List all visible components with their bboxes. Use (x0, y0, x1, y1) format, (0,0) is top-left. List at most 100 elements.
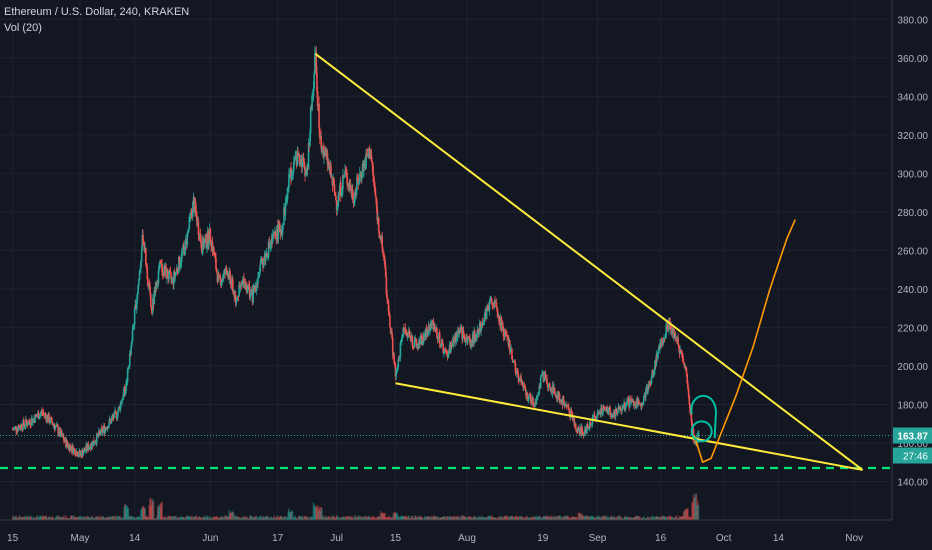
candle-body (200, 241, 203, 249)
volume-bar (652, 517, 655, 520)
volume-bar (535, 515, 538, 520)
volume-bar (633, 516, 635, 520)
volume-bar (584, 517, 586, 520)
volume-bar (170, 516, 172, 520)
volume-bar (103, 518, 106, 520)
candle-body (666, 324, 669, 329)
candle-body (506, 334, 508, 337)
volume-bar (429, 516, 431, 520)
volume-bar (406, 517, 409, 520)
volume-bar (215, 516, 217, 520)
volume-bar (295, 518, 298, 520)
volume-bar (241, 518, 243, 520)
volume-bar (13, 516, 15, 520)
volume-bar (34, 518, 36, 520)
volume-bar (548, 515, 551, 520)
volume-bar (466, 518, 468, 520)
volume-bar (194, 516, 197, 520)
candle-body (543, 374, 545, 382)
volume-bar (167, 516, 170, 520)
volume-bar (531, 517, 534, 520)
candle-body (393, 353, 395, 363)
candle-body (56, 425, 59, 427)
price-axis[interactable]: 140.00160.00180.00200.00220.00240.00260.… (891, 0, 932, 550)
volume-bar (661, 516, 664, 520)
candle-body (570, 410, 573, 415)
candle-body (60, 430, 63, 436)
volume-bar (327, 517, 329, 520)
volume-bar (616, 516, 618, 520)
volume-bar (205, 518, 207, 520)
volume-bar (574, 517, 576, 520)
candle-body (286, 188, 289, 200)
candle-body (51, 417, 53, 423)
volume-bar (228, 510, 231, 520)
volume-bar (651, 515, 653, 520)
volume-bar (382, 512, 385, 520)
volume-bar (661, 515, 663, 520)
volume-bar (565, 517, 567, 520)
candle-body (215, 269, 218, 273)
candle-body (402, 328, 405, 338)
volume-bar (546, 515, 548, 520)
volume-bar (374, 518, 376, 520)
volume-bar (250, 515, 252, 520)
candle-body (548, 383, 551, 388)
candle-body (443, 350, 446, 353)
volume-bar (229, 512, 232, 520)
candle-body (575, 429, 578, 431)
volume-bar (624, 515, 626, 520)
volume-bar (281, 516, 283, 520)
volume-bar (443, 515, 445, 520)
volume-bar (208, 518, 210, 520)
candle-body (375, 195, 377, 199)
volume-bar (487, 516, 489, 520)
volume-bar (55, 516, 57, 520)
volume-bar (422, 518, 425, 520)
candle-body (558, 393, 561, 402)
candle-body (594, 416, 597, 419)
candle-body (335, 200, 338, 210)
candle-body (520, 376, 522, 383)
volume-bar (621, 518, 624, 520)
volume-bar (363, 516, 365, 520)
candle-body (232, 279, 234, 292)
volume-bar (126, 505, 128, 520)
time-axis[interactable]: 15 May 14 Jun 17 Jul 15 Aug 19 Sep 16 Oct 14 Nov (0, 519, 892, 544)
volume-bar (210, 518, 212, 520)
candle-body (284, 202, 287, 215)
volume-bar (602, 516, 605, 520)
candle-body (140, 261, 142, 269)
candle-body (482, 323, 484, 324)
volume-bar (116, 516, 118, 520)
candle-body (682, 355, 684, 362)
volume-indicator-label[interactable]: Vol (20) (4, 22, 42, 34)
volume-bar (595, 516, 597, 520)
volume-bar (348, 516, 351, 520)
candle-body (679, 350, 682, 355)
candle-body (249, 294, 252, 298)
volume-bar (647, 517, 650, 520)
volume-bar (598, 517, 600, 520)
volume-bar (391, 518, 394, 520)
volume-bar (487, 515, 490, 520)
volume-bar (551, 516, 554, 520)
volume-bar (391, 516, 393, 520)
volume-bar (394, 513, 397, 520)
volume-bar (438, 517, 441, 520)
volume-bar (180, 516, 182, 520)
candle-body (352, 199, 355, 204)
volume-bar (586, 516, 589, 520)
volume-bar (573, 516, 576, 520)
volume-bar (91, 518, 93, 520)
symbol-title[interactable]: Ethereum / U.S. Dollar, 240, KRAKEN (4, 6, 190, 18)
candle-body (16, 431, 18, 432)
volume-bar (513, 517, 516, 520)
volume-bar (114, 515, 117, 520)
candle-body (84, 450, 87, 451)
volume-bar (260, 518, 263, 520)
candle-body (574, 423, 577, 430)
volume-bar (644, 518, 646, 520)
volume-bar (291, 511, 294, 520)
